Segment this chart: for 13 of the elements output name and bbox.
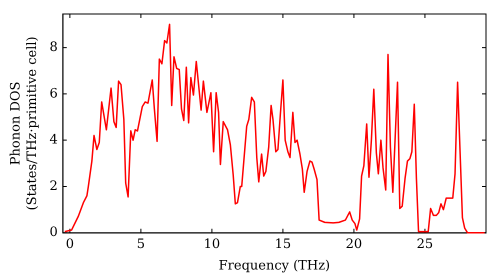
y-axis-title: Phonon DOS (States/THz·primitive cell) [8, 36, 40, 210]
y-tick-label: 2 [49, 178, 58, 194]
x-tick-label: 25 [416, 236, 434, 252]
x-tick-label: 20 [346, 236, 362, 252]
x-tick-label: 15 [274, 236, 292, 252]
y-tick-label: 0 [49, 225, 58, 240]
y-tick-label: 4 [49, 132, 58, 148]
y-tick-label: 6 [49, 86, 58, 102]
x-tick-label: 0 [66, 236, 74, 252]
x-axis-title: Frequency (THz) [218, 258, 330, 274]
x-tick-label: 10 [204, 236, 220, 252]
x-tick-label: 5 [136, 236, 146, 252]
y-tick-label: 8 [49, 40, 58, 55]
